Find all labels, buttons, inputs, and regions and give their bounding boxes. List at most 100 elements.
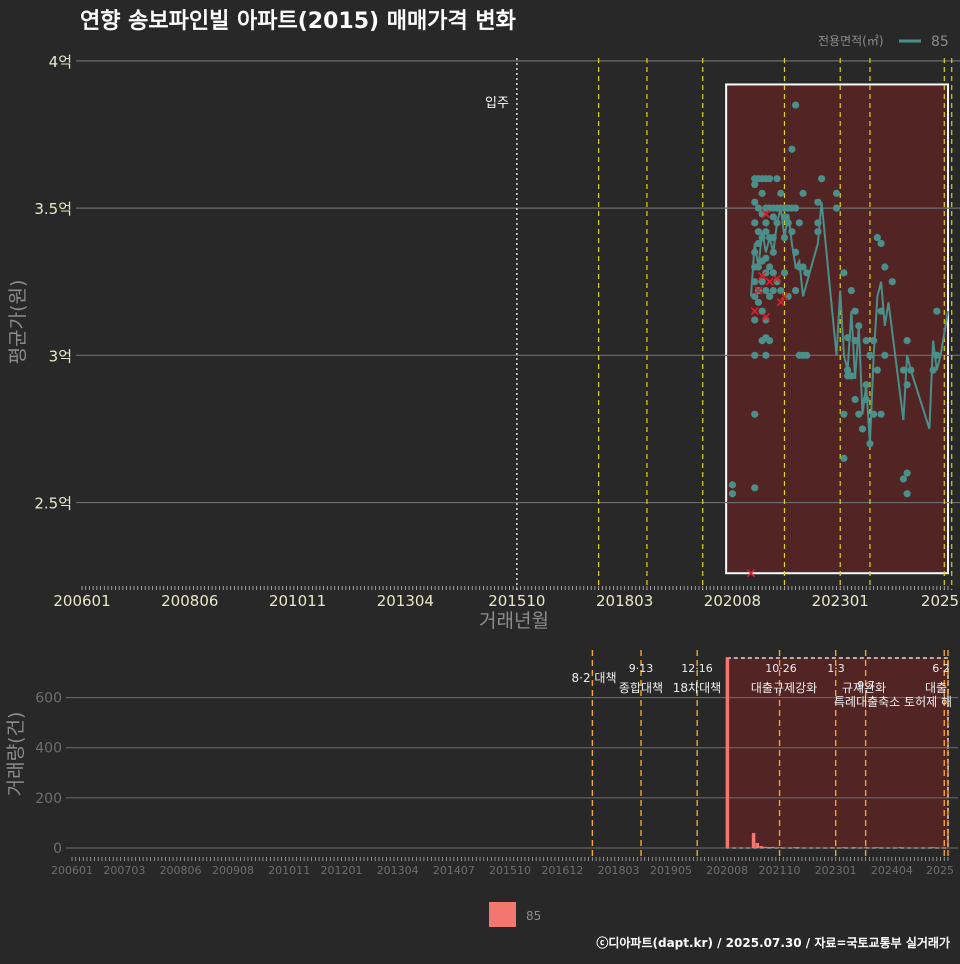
policy-annotation-text: 규제완화 — [842, 681, 886, 695]
volume-y-tick-label: 600 — [35, 691, 62, 707]
price-point — [814, 198, 822, 206]
price-point — [881, 263, 889, 271]
volume-bar — [770, 846, 775, 848]
volume-bar — [897, 847, 902, 848]
x-tick-label: 201011 — [269, 592, 326, 610]
price-point — [751, 292, 759, 301]
y-axis-label: 평균가(원) — [7, 280, 29, 365]
cancelled-deal-marker — [776, 298, 785, 307]
price-point — [769, 213, 777, 221]
volume-y-tick-label: 0 — [53, 841, 62, 857]
x-tick-label: 202008 — [704, 592, 761, 610]
price-point — [847, 372, 855, 380]
price-point — [881, 351, 889, 359]
price-point — [751, 351, 759, 359]
price-point — [858, 425, 867, 433]
policy-annotation-date: 6·2 — [932, 662, 950, 675]
price-point — [795, 219, 803, 227]
price-point — [758, 278, 766, 286]
volume-x-tick-label: 201304 — [377, 864, 419, 877]
volume-bar — [759, 845, 763, 848]
price-point — [840, 410, 848, 418]
price-point — [799, 263, 807, 271]
volume-x-tick-label: 201510 — [489, 864, 531, 877]
price-point — [847, 286, 855, 295]
volume-bar — [931, 847, 936, 848]
volume-x-tick-label: 201803 — [598, 864, 640, 877]
x-tick-label: 200601 — [53, 592, 110, 610]
price-point — [832, 189, 841, 197]
price-point — [903, 490, 911, 498]
legend-title: 전용면적(㎡) — [818, 34, 884, 48]
volume-bar — [796, 847, 801, 848]
average-price-line — [750, 202, 949, 444]
volume-x-tick-label: 201407 — [433, 864, 475, 877]
x-tick-label: 201510 — [488, 592, 545, 610]
move-in-annotation: 입주 — [485, 96, 509, 111]
volume-bar — [725, 657, 730, 848]
x-tick-label: 201304 — [377, 592, 434, 610]
price-point — [832, 204, 841, 212]
price-point — [792, 286, 800, 295]
y-tick-label: 4억 — [49, 53, 72, 71]
price-point — [873, 233, 881, 242]
y-tick-label: 2.5억 — [34, 495, 72, 513]
x-tick-label: 2025 — [921, 592, 959, 610]
volume-y-axis-label: 거래량(건) — [5, 712, 27, 797]
volume-bar — [875, 847, 879, 848]
volume-bar — [755, 842, 760, 848]
x-axis-label: 거래년월 — [479, 610, 549, 632]
price-point — [784, 292, 792, 301]
price-point — [754, 298, 763, 306]
x-tick-label: 201803 — [596, 592, 653, 610]
volume-bar — [766, 846, 771, 848]
price-point — [788, 145, 796, 153]
price-point — [840, 454, 848, 462]
legend-entry: 85 — [931, 34, 949, 50]
price-point — [754, 204, 763, 212]
price-point — [762, 219, 770, 227]
price-point — [818, 175, 826, 183]
cancelled-deal-marker — [761, 312, 770, 322]
price-point — [862, 337, 870, 345]
policy-annotation-text: 18차대책 — [673, 680, 721, 695]
price-point — [873, 366, 881, 374]
cancelled-deal-marker — [772, 274, 782, 283]
price-point — [765, 337, 774, 345]
chart-title: 연향 송보파인빌 아파트(2015) 매매가격 변화 — [80, 9, 516, 34]
price-point — [773, 175, 781, 183]
cancelled-deal-marker — [746, 569, 756, 578]
price-point — [762, 254, 770, 262]
policy-annotation-date: 9·13 — [629, 662, 654, 675]
policy-annotation-text: 대출규제강화 — [751, 681, 817, 695]
price-point — [803, 351, 811, 359]
cancelled-deal-marker — [765, 277, 774, 286]
cancelled-deal-marker — [754, 286, 763, 295]
volume-bar — [793, 847, 797, 848]
volume-x-tick-label: 201612 — [541, 864, 583, 877]
volume-x-tick-label: 201011 — [268, 864, 310, 877]
price-point — [780, 269, 789, 277]
price-point — [751, 410, 759, 418]
policy-annotation-text: 특례대출축소 토허제 해 — [834, 695, 952, 709]
price-point — [866, 351, 874, 359]
policy-annotation-text: 종합대책 — [619, 680, 663, 695]
volume-x-tick-label: 201905 — [650, 864, 692, 877]
price-point — [799, 189, 807, 197]
price-point — [840, 269, 848, 277]
y-tick-label: 3억 — [49, 347, 72, 365]
policy-annotation-date: 12·16 — [681, 662, 713, 675]
price-point — [758, 307, 766, 315]
volume-x-tick-label: 200703 — [103, 864, 145, 877]
price-point — [765, 263, 774, 271]
price-point — [765, 175, 774, 183]
volume-x-tick-label: 2025 — [926, 864, 954, 877]
price-point — [751, 316, 759, 324]
cancelled-deal-marker — [761, 209, 770, 219]
price-point — [777, 189, 785, 197]
price-point — [855, 410, 863, 418]
volume-y-tick-label: 400 — [35, 741, 62, 757]
price-point — [751, 484, 759, 492]
price-point — [751, 198, 759, 206]
